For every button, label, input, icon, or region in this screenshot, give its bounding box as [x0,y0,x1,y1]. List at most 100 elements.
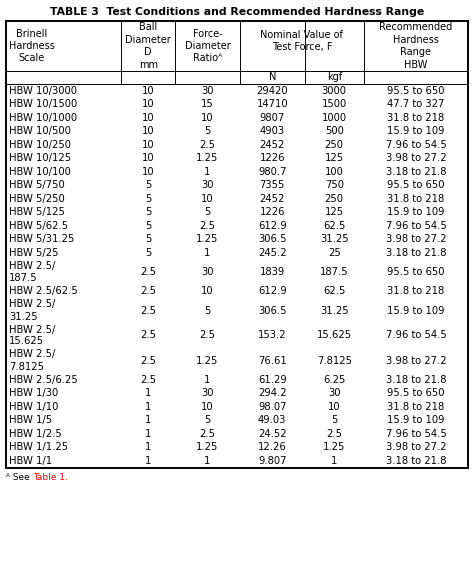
Text: 1: 1 [331,456,337,466]
Text: 1: 1 [145,402,152,412]
Text: 5: 5 [204,305,210,316]
Text: 3.18 to 21.8: 3.18 to 21.8 [386,456,446,466]
Text: 1226: 1226 [259,207,285,217]
Text: 750: 750 [325,180,344,190]
Text: 15.9 to 109: 15.9 to 109 [387,207,445,217]
Text: 5: 5 [204,415,210,426]
Text: Force-
Diameter
Ratioᴬ: Force- Diameter Ratioᴬ [184,29,230,63]
Text: HBW 5/125: HBW 5/125 [9,207,65,217]
Text: 1: 1 [204,248,210,258]
Text: 2.5: 2.5 [140,355,156,366]
Text: 15.9 to 109: 15.9 to 109 [387,126,445,136]
Text: 100: 100 [325,167,344,177]
Text: 1: 1 [145,388,152,398]
Text: 95.5 to 650: 95.5 to 650 [387,180,445,190]
Text: 30: 30 [328,388,340,398]
Text: 2.5: 2.5 [200,429,215,439]
Text: 153.2: 153.2 [258,331,286,340]
Text: 1839: 1839 [260,267,285,277]
Text: Ball
Diameter
D
mm: Ball Diameter D mm [126,22,171,70]
Text: HBW 5/62.5: HBW 5/62.5 [9,221,68,231]
Text: 3.18 to 21.8: 3.18 to 21.8 [386,375,446,385]
Text: 76.61: 76.61 [258,355,287,366]
Text: 2452: 2452 [260,194,285,204]
Text: 5: 5 [145,180,152,190]
Text: 1: 1 [145,442,152,453]
Text: 10: 10 [142,140,155,150]
Text: 98.07: 98.07 [258,402,286,412]
Text: HBW 10/500: HBW 10/500 [9,126,71,136]
Text: HBW 10/1500: HBW 10/1500 [9,99,77,109]
Text: TABLE 3  Test Conditions and Recommended Hardness Range: TABLE 3 Test Conditions and Recommended … [50,7,424,17]
Text: 1000: 1000 [322,113,347,122]
Text: 1226: 1226 [259,154,285,163]
Text: 30: 30 [201,86,214,96]
Text: 7.96 to 54.5: 7.96 to 54.5 [385,331,446,340]
Text: HBW 2.5/
7.8125: HBW 2.5/ 7.8125 [9,350,55,371]
Text: 306.5: 306.5 [258,234,286,244]
Text: 5: 5 [145,207,152,217]
Text: 30: 30 [201,180,214,190]
Text: 1: 1 [145,429,152,439]
Text: 2.5: 2.5 [140,267,156,277]
Text: 95.5 to 650: 95.5 to 650 [387,388,445,398]
Text: 7.96 to 54.5: 7.96 to 54.5 [385,140,446,150]
Text: 30: 30 [201,388,214,398]
Text: 10: 10 [142,99,155,109]
Text: 10: 10 [142,154,155,163]
Text: 15.9 to 109: 15.9 to 109 [387,415,445,426]
Text: 3.98 to 27.2: 3.98 to 27.2 [385,355,446,366]
Text: 2.5: 2.5 [140,375,156,385]
Text: 612.9: 612.9 [258,221,287,231]
Text: HBW 1/1.25: HBW 1/1.25 [9,442,68,453]
Text: 2452: 2452 [260,140,285,150]
Text: 31.8 to 218: 31.8 to 218 [387,113,445,122]
Text: 612.9: 612.9 [258,286,287,296]
Text: 187.5: 187.5 [320,267,348,277]
Text: 3000: 3000 [322,86,346,96]
Text: HBW 1/30: HBW 1/30 [9,388,58,398]
Text: 1: 1 [145,415,152,426]
Text: 2.5: 2.5 [200,331,215,340]
Text: ᴬ See: ᴬ See [6,473,33,481]
Text: HBW 1/1: HBW 1/1 [9,456,52,466]
Text: HBW 1/10: HBW 1/10 [9,402,58,412]
Text: 62.5: 62.5 [323,286,346,296]
Text: 31.8 to 218: 31.8 to 218 [387,402,445,412]
Text: HBW 5/25: HBW 5/25 [9,248,58,258]
Text: 2.5: 2.5 [140,286,156,296]
Text: N: N [269,72,276,82]
Text: HBW 10/100: HBW 10/100 [9,167,71,177]
Text: HBW 10/3000: HBW 10/3000 [9,86,77,96]
Text: 5: 5 [145,234,152,244]
Text: HBW 2.5/
187.5: HBW 2.5/ 187.5 [9,261,55,283]
Text: 7.96 to 54.5: 7.96 to 54.5 [385,221,446,231]
Text: 250: 250 [325,140,344,150]
Text: 2.5: 2.5 [200,221,215,231]
Text: 306.5: 306.5 [258,305,286,316]
Text: 1.25: 1.25 [196,234,219,244]
Text: 1.25: 1.25 [196,442,219,453]
Text: 500: 500 [325,126,344,136]
Text: 5: 5 [145,194,152,204]
Text: 3.18 to 21.8: 3.18 to 21.8 [386,167,446,177]
Text: 294.2: 294.2 [258,388,286,398]
Text: 5: 5 [145,248,152,258]
Text: HBW 2.5/
31.25: HBW 2.5/ 31.25 [9,300,55,321]
Text: 125: 125 [325,207,344,217]
Text: 2.5: 2.5 [200,140,215,150]
Text: HBW 2.5/
15.625: HBW 2.5/ 15.625 [9,324,55,347]
Text: 250: 250 [325,194,344,204]
Text: 1.25: 1.25 [196,355,219,366]
Text: HBW 5/250: HBW 5/250 [9,194,65,204]
Text: 10: 10 [142,113,155,122]
Text: 10: 10 [142,167,155,177]
Text: 30: 30 [201,267,214,277]
Text: Brinell
Hardness
Scale: Brinell Hardness Scale [9,29,55,63]
Text: 9807: 9807 [260,113,285,122]
Text: Table 1.: Table 1. [33,473,68,481]
Text: 5: 5 [145,221,152,231]
Text: Recommended
Hardness
Range
HBW: Recommended Hardness Range HBW [379,22,453,70]
Text: 10: 10 [201,402,214,412]
Text: 6.25: 6.25 [323,375,346,385]
